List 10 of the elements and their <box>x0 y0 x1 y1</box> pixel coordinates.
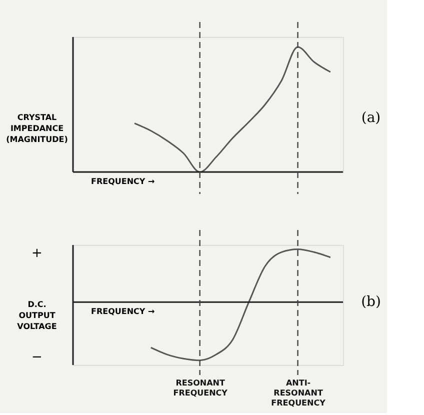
x-tick-label: RESONANT FREQUENCY <box>173 378 228 398</box>
text: − <box>32 350 42 365</box>
x-tick-label: ANTI-RESONANT FREQUENCY <box>271 378 326 408</box>
x-axis-title: FREQUENCY → <box>91 307 155 316</box>
y-axis-title: D.C. OUTPUT VOLTAGE <box>17 300 57 331</box>
text: (b) <box>361 294 381 310</box>
text: + <box>32 246 42 261</box>
text: (a) <box>361 110 381 126</box>
y-axis-title: CRYSTAL IMPEDANCE (MAGNITUDE) <box>6 113 68 144</box>
x-axis-title: FREQUENCY → <box>91 177 155 186</box>
